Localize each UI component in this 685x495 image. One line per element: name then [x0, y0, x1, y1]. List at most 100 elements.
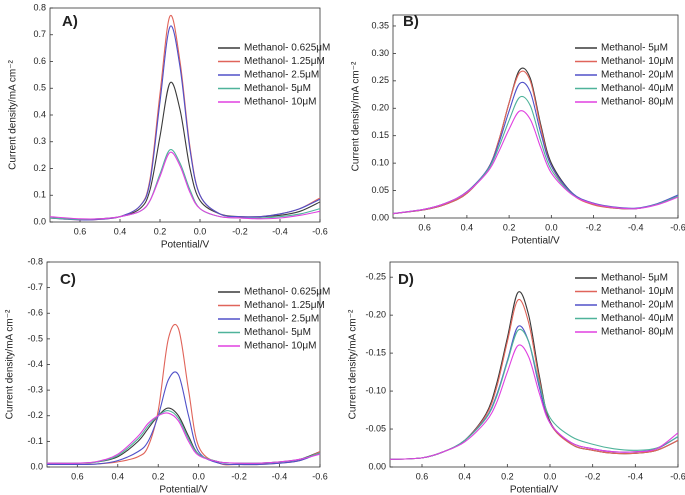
x-tick-label: -0.4 — [628, 471, 644, 481]
x-tick-label: 0.0 — [194, 226, 207, 236]
legend-label: Methanol- 40μM — [601, 83, 673, 94]
data-line — [392, 95, 679, 215]
x-tick-label: 0.6 — [74, 226, 87, 236]
data-line — [49, 151, 321, 220]
panel-label: D) — [398, 271, 414, 288]
legend-label: Methanol- 10μM — [244, 97, 316, 108]
y-tick-label: 0.15 — [371, 130, 389, 140]
y-tick-label: 0.0 — [33, 216, 46, 226]
y-tick-label: -0.3 — [27, 385, 43, 395]
x-axis-label: Potential/V — [161, 240, 210, 251]
y-tick-label: 0.05 — [371, 185, 389, 195]
data-line — [46, 412, 321, 464]
y-tick-label: -0.7 — [27, 282, 43, 292]
x-tick-label: 0.4 — [461, 222, 474, 232]
y-tick-label: 0.5 — [33, 83, 46, 93]
legend-label: Methanol- 5μM — [601, 43, 668, 54]
legend-label: Methanol- 1.25μM — [244, 300, 325, 311]
legend-label: Methanol- 5μM — [244, 83, 311, 94]
y-tick-label: 0.8 — [33, 2, 46, 12]
data-line — [46, 407, 321, 464]
legend-label: Methanol- 10μM — [601, 56, 673, 67]
y-tick-label: -0.5 — [27, 333, 43, 343]
panel-label: B) — [403, 13, 419, 30]
data-line — [389, 328, 679, 460]
panel-label: C) — [60, 271, 76, 288]
legend-label: Methanol- 80μM — [601, 97, 673, 108]
x-tick-label: 0.0 — [544, 471, 557, 481]
y-tick-label: -0.25 — [365, 272, 386, 282]
y-tick-label: -0.1 — [27, 436, 43, 446]
x-axis-label: Potential/V — [510, 485, 559, 495]
y-tick-label: -0.8 — [27, 256, 43, 266]
x-tick-label: 0.6 — [71, 471, 84, 481]
legend-label: Methanol- 5μM — [601, 273, 668, 284]
legend-label: Methanol- 2.5μM — [244, 70, 319, 81]
x-tick-label: -0.4 — [272, 226, 288, 236]
data-line — [46, 371, 321, 466]
plot-frame — [49, 7, 321, 223]
y-tick-label: -0.05 — [365, 423, 386, 433]
x-tick-label: -0.2 — [586, 222, 602, 232]
y-axis-label: Current density/mA cm⁻² — [5, 309, 16, 419]
y-tick-label: 0.30 — [371, 48, 389, 58]
y-tick-label: -0.10 — [365, 385, 386, 395]
y-tick-label: 0.00 — [368, 461, 386, 471]
x-tick-label: 0.6 — [418, 222, 431, 232]
y-tick-label: -0.4 — [27, 359, 43, 369]
data-line — [392, 110, 679, 215]
data-line — [49, 149, 321, 220]
x-tick-label: 0.2 — [501, 471, 514, 481]
x-tick-label: 0.6 — [416, 471, 429, 481]
legend-label: Methanol- 20μM — [601, 70, 673, 81]
y-axis-label: Current density/mA cm⁻² — [351, 61, 362, 171]
x-tick-label: 0.0 — [192, 471, 205, 481]
x-tick-label: 0.2 — [152, 471, 165, 481]
x-tick-label: -0.2 — [232, 226, 248, 236]
x-tick-label: 0.0 — [545, 222, 558, 232]
x-tick-label: -0.6 — [670, 222, 685, 232]
y-tick-label: -0.6 — [27, 308, 43, 318]
legend-label: Methanol- 2.5μM — [244, 314, 319, 325]
x-axis-label: Potential/V — [159, 485, 208, 495]
legend-label: Methanol- 5μM — [244, 327, 311, 338]
y-tick-label: 0.20 — [371, 103, 389, 113]
y-tick-label: -0.20 — [365, 310, 386, 320]
x-tick-label: 0.4 — [458, 471, 471, 481]
x-tick-label: -0.4 — [628, 222, 644, 232]
x-tick-label: -0.2 — [231, 471, 247, 481]
legend-label: Methanol- 40μM — [601, 313, 673, 324]
y-tick-label: 0.10 — [371, 158, 389, 168]
y-axis-label: Current density/mA cm⁻² — [8, 59, 19, 169]
y-tick-label: 0.35 — [371, 20, 389, 30]
legend-label: Methanol- 10μM — [601, 286, 673, 297]
y-tick-label: 0.0 — [30, 461, 43, 471]
data-line — [46, 410, 321, 464]
y-tick-label: 0.6 — [33, 56, 46, 66]
y-tick-label: 0.25 — [371, 75, 389, 85]
panel-label: A) — [62, 13, 78, 30]
plot-frame — [389, 261, 679, 468]
legend-label: Methanol- 20μM — [601, 300, 673, 311]
x-tick-label: -0.6 — [312, 226, 328, 236]
plot-frame — [392, 14, 679, 219]
y-tick-label: 0.3 — [33, 136, 46, 146]
x-tick-label: -0.6 — [670, 471, 685, 481]
x-tick-label: 0.4 — [114, 226, 127, 236]
x-tick-label: 0.4 — [112, 471, 125, 481]
data-line — [49, 25, 321, 221]
legend-label: Methanol- 0.625μM — [244, 287, 330, 298]
legend-label: Methanol- 0.625μM — [244, 43, 330, 54]
x-tick-label: -0.6 — [312, 471, 328, 481]
y-tick-label: 0.1 — [33, 190, 46, 200]
y-tick-label: 0.00 — [371, 212, 389, 222]
y-tick-label: 0.2 — [33, 163, 46, 173]
x-tick-label: -0.4 — [272, 471, 288, 481]
x-tick-label: 0.2 — [154, 226, 167, 236]
data-line — [389, 344, 679, 460]
y-tick-label: 0.4 — [33, 109, 46, 119]
legend-label: Methanol- 80μM — [601, 327, 673, 338]
y-axis-label: Current density/mA cm⁻² — [348, 309, 359, 419]
x-axis-label: Potential/V — [511, 236, 560, 247]
